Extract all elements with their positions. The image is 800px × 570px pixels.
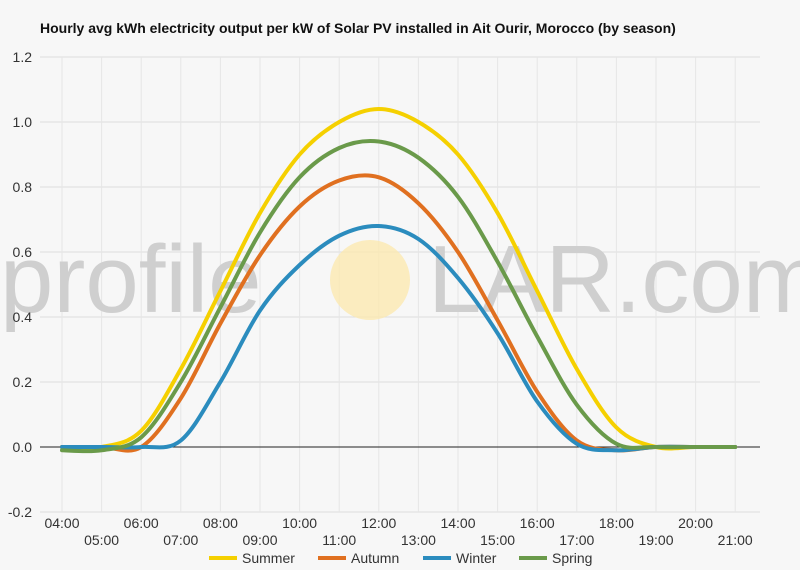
y-tick-label: 0.6 (13, 244, 33, 260)
x-tick-label: 18:00 (599, 515, 634, 531)
x-tick-label: 13:00 (401, 532, 436, 548)
legend-label-winter: Winter (456, 550, 497, 566)
x-tick-label: 04:00 (44, 515, 79, 531)
x-tick-label: 05:00 (84, 532, 119, 548)
y-tick-label: 1.0 (13, 114, 33, 130)
legend-label-spring: Spring (552, 550, 592, 566)
x-tick-label: 19:00 (638, 532, 673, 548)
y-tick-label: 0.0 (13, 439, 33, 455)
x-tick-label: 14:00 (440, 515, 475, 531)
x-tick-label: 21:00 (718, 532, 753, 548)
axis-layer: -0.2 0.0 0.2 0.4 0.6 0.8 1.0 1.2 04:00 05:00 06:00… (8, 49, 760, 548)
x-tick-label: 08:00 (203, 515, 238, 531)
series-line-summer (60, 107, 738, 451)
x-tick-label: 06:00 (124, 515, 159, 531)
legend-label-autumn: Autumn (351, 550, 399, 566)
y-tick-label: -0.2 (8, 504, 32, 520)
x-tick-label: 11:00 (322, 532, 356, 548)
x-tick-label: 09:00 (242, 532, 277, 548)
x-tick-label: 20:00 (678, 515, 713, 531)
chart-title: Hourly avg kWh electricity output per kW… (40, 20, 676, 36)
legend: Summer Autumn Winter Spring (209, 550, 592, 566)
x-tick-label: 10:00 (282, 515, 317, 531)
series-line-spring (60, 138, 738, 454)
x-tick-label: 16:00 (520, 515, 555, 531)
x-tick-label: 12:00 (361, 515, 396, 531)
y-tick-label: 1.2 (13, 49, 33, 65)
series-layer (60, 107, 738, 454)
legend-label-summer: Summer (242, 550, 295, 566)
x-tick-label: 17:00 (559, 532, 594, 548)
y-tick-label: 0.8 (13, 179, 33, 195)
y-tick-label: 0.4 (13, 309, 33, 325)
y-tick-label: 0.2 (13, 374, 33, 390)
series-line-winter (60, 223, 738, 453)
x-tick-label: 15:00 (480, 532, 515, 548)
x-tick-label: 07:00 (163, 532, 198, 548)
watermark-sun-icon (330, 240, 410, 320)
watermark-text-right: LAR.com (428, 226, 800, 333)
